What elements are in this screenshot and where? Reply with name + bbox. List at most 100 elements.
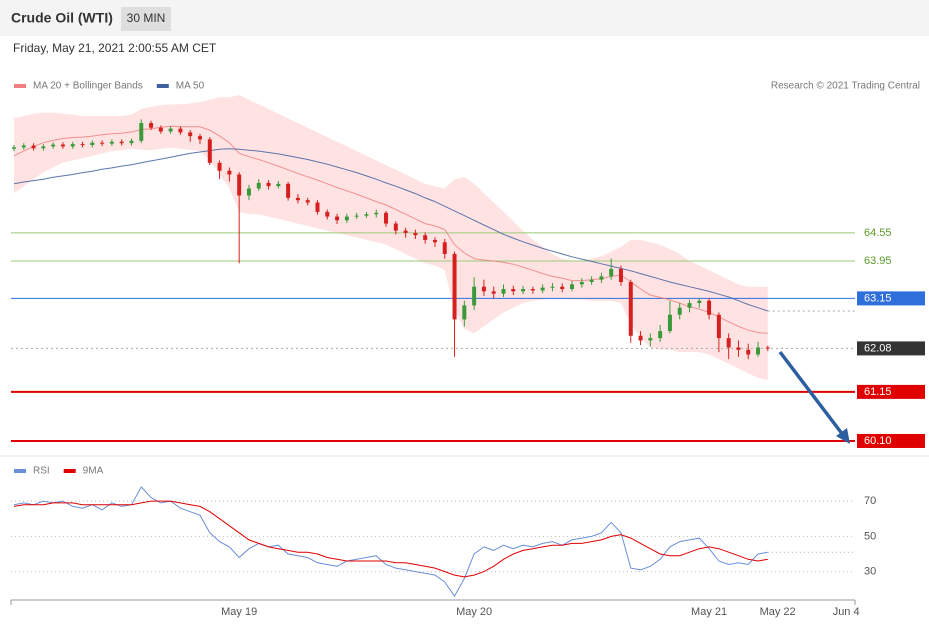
candle-body [354,215,359,217]
candle-body [51,144,56,147]
level-label: 64.55 [864,227,892,239]
level-label: 62.08 [864,342,892,354]
series-line [13,500,768,578]
candle-body [442,242,447,254]
candle-body [697,300,702,304]
candle-body [149,123,154,128]
copyright: Research © 2021 Trading Central [771,81,920,92]
candle-body [286,183,291,198]
candle-body [12,147,16,149]
candle-body [413,232,418,236]
candle-body [599,276,604,280]
datetime: Friday, May 21, 2021 2:00:55 AM CET [13,41,217,55]
candle-body [139,123,144,141]
legend-swatch [63,469,76,473]
candle-body [90,142,95,146]
candle-body [80,144,85,146]
level-label: 60.10 [864,435,892,447]
legend-label: MA 50 [176,81,205,92]
level-label-box [857,341,925,356]
candle-body [305,200,310,203]
legend-label: 9MA [83,466,104,477]
candle-body [109,141,114,144]
candle-body [188,132,193,137]
candle-body [384,212,389,224]
candle-body [452,253,457,320]
series-line [13,148,768,312]
candle-body [432,239,437,243]
x-tick-label: Jun 4 [833,606,860,618]
candle-body [667,314,672,332]
series-line [13,486,768,598]
candle-body [736,347,741,350]
candle-body [60,144,65,147]
forecast-arrow [778,350,845,437]
candle-body [579,282,584,285]
candle-body [638,335,643,341]
candle-body [344,216,349,221]
y-tick-label: 30 [864,565,876,577]
level-label: 63.15 [864,292,892,304]
x-tick-label: May 21 [691,606,727,618]
candle-body [168,128,173,132]
candle-body [550,286,555,288]
candle-body [246,188,251,196]
candle-body [364,214,369,216]
level-label-box [857,433,925,448]
level-label: 61.15 [864,386,892,398]
level-label-box [857,291,925,306]
candle-body [530,289,535,291]
candle-body [70,144,75,147]
y-tick-label: 70 [864,495,876,507]
candle-body [481,286,486,292]
candle-body [207,139,212,163]
candle-body [325,211,330,217]
candle-body [266,182,271,187]
candle-body [315,202,320,212]
candle-body [256,182,261,189]
candle-body [403,230,408,233]
candle-body [276,183,281,187]
forecast-arrow-head [836,428,850,444]
bollinger-band [14,95,768,381]
candle-body [570,284,575,290]
candle-body [677,307,682,315]
candle-body [21,145,26,148]
candle-body [687,303,692,308]
candle-body [237,174,242,196]
candle-body [423,235,428,240]
candle-body [756,347,761,355]
marks: 64.55 63.95 63.15 62.08 61.15 60.10 MA 20 + Bo… [11,81,925,618]
candle-body [707,300,712,315]
candle-body [335,216,340,221]
candle-body [374,212,379,215]
candle-body [158,127,163,132]
candle-body [178,128,183,133]
candle-body [501,289,506,294]
candle-body [41,146,46,149]
candle-body [521,289,526,292]
candle-body [540,287,545,291]
candle-body [511,289,516,292]
candle-body [393,223,398,231]
candle-body [628,282,633,336]
legend-label: RSI [33,466,50,477]
x-tick-label: May 20 [456,606,492,618]
timeframe-box[interactable] [121,7,171,31]
candle-body [746,349,751,355]
candle-body [119,141,124,144]
candle-body [726,338,731,348]
candle-body [31,145,36,149]
timeframe[interactable]: 30 MIN [127,11,166,25]
candle-body [618,268,623,283]
candle-body [716,314,721,339]
candle-body [217,162,222,171]
candle-body [472,286,477,306]
candle-body [227,170,232,175]
legend-swatch [14,469,26,473]
candle-body [560,286,565,290]
candle-body [462,305,467,320]
instrument-title: Crude Oil (WTI) [11,10,113,26]
x-tick-label: May 19 [221,606,257,618]
